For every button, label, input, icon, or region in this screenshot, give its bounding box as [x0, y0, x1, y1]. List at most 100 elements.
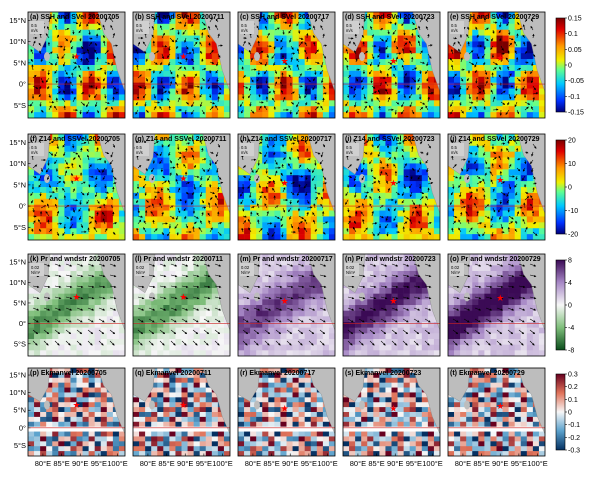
heat-cell	[145, 216, 152, 223]
heat-cell	[292, 35, 299, 42]
heat-cell	[139, 175, 146, 182]
heat-cell	[58, 94, 65, 101]
heat-cell	[34, 187, 41, 194]
heat-cell	[262, 29, 269, 36]
heat-cell	[70, 47, 77, 54]
heat-cell	[379, 198, 386, 205]
heat-cell	[490, 47, 497, 54]
vector-arrow	[312, 35, 316, 39]
heat-cell	[538, 222, 545, 229]
heat-cell	[199, 350, 207, 356]
vector-arrow	[370, 26, 373, 31]
heat-cell	[157, 163, 164, 170]
heat-cell	[355, 94, 362, 101]
heat-cell	[46, 157, 53, 164]
heat-cell	[421, 187, 429, 194]
heat-cell	[193, 53, 200, 60]
heat-cell	[262, 181, 269, 188]
heat-cell	[316, 187, 324, 194]
heat-cell	[310, 112, 318, 118]
heat-cell	[169, 145, 176, 152]
vector-arrow	[64, 28, 70, 31]
vector-arrow	[185, 52, 192, 55]
heat-cell	[112, 234, 120, 240]
heat-cell	[415, 82, 423, 89]
heat-cell	[262, 157, 269, 164]
heat-cell	[256, 112, 263, 118]
heat-cell	[28, 204, 35, 211]
heat-cell	[448, 65, 455, 72]
heat-cell	[52, 339, 59, 345]
vector-arrow	[522, 85, 526, 91]
heat-cell	[70, 151, 77, 158]
heat-cell	[106, 322, 114, 328]
heat-cell	[217, 82, 225, 89]
vector-scale-box	[135, 21, 149, 34]
heat-cell	[58, 175, 65, 182]
heat-cell	[46, 145, 53, 152]
vector-arrow	[88, 29, 91, 35]
vector-arrow	[516, 68, 522, 71]
heat-cell	[478, 106, 485, 113]
heat-cell	[520, 35, 528, 42]
vector-arrow	[387, 66, 393, 71]
heat-cell	[262, 53, 269, 60]
heat-cell	[250, 59, 257, 66]
heat-cell	[163, 41, 170, 48]
heat-cell	[478, 53, 485, 60]
heat-cell	[64, 350, 71, 356]
vector-arrow	[474, 69, 478, 74]
heat-cell	[193, 350, 200, 356]
vector-arrow	[70, 45, 74, 50]
heat-cell	[28, 293, 35, 300]
heat-cell	[163, 299, 170, 306]
heat-cell	[238, 59, 245, 66]
heat-cell	[40, 88, 47, 95]
heat-cell	[298, 157, 305, 164]
heat-cell	[70, 322, 77, 328]
heat-cell	[94, 70, 102, 78]
vector-arrow	[400, 57, 405, 63]
heat-cell	[187, 293, 194, 300]
heat-cell	[391, 169, 398, 176]
heat-cell	[64, 181, 71, 188]
heat-cell	[454, 94, 461, 101]
heat-cell	[40, 59, 47, 66]
vector-arrow	[109, 17, 114, 23]
heat-cell	[175, 82, 182, 89]
heat-cell	[199, 41, 207, 48]
vector-arrow	[363, 105, 367, 111]
heat-cell	[94, 216, 102, 223]
vector-arrow	[507, 66, 510, 71]
vector-arrow	[201, 109, 205, 115]
heat-cell	[58, 192, 65, 200]
vector-arrow	[322, 85, 326, 90]
heat-cell	[76, 192, 83, 200]
heat-cell	[460, 228, 467, 235]
heat-cell	[211, 228, 219, 235]
heat-cell	[310, 234, 318, 240]
heat-cell	[250, 65, 257, 72]
vector-arrow	[95, 175, 98, 181]
heat-cell	[286, 12, 293, 19]
heat-cell	[187, 288, 194, 294]
heat-cell	[193, 41, 200, 48]
heat-cell	[145, 305, 152, 311]
heat-cell	[460, 65, 467, 72]
vector-arrow	[419, 50, 423, 55]
heat-cell	[106, 228, 114, 235]
heat-cell	[193, 234, 200, 240]
heat-cell	[139, 59, 146, 66]
heat-cell	[526, 94, 534, 101]
heat-cell	[466, 222, 473, 229]
vector-arrow	[532, 92, 539, 95]
heat-cell	[448, 106, 455, 113]
heat-cell	[163, 145, 170, 152]
vector-arrow	[80, 141, 87, 145]
heat-cell	[322, 222, 330, 229]
heat-cell	[355, 192, 362, 200]
vector-arrow	[250, 68, 257, 71]
heat-cell	[139, 333, 146, 340]
heat-cell	[304, 35, 312, 42]
heat-cell	[502, 35, 509, 42]
